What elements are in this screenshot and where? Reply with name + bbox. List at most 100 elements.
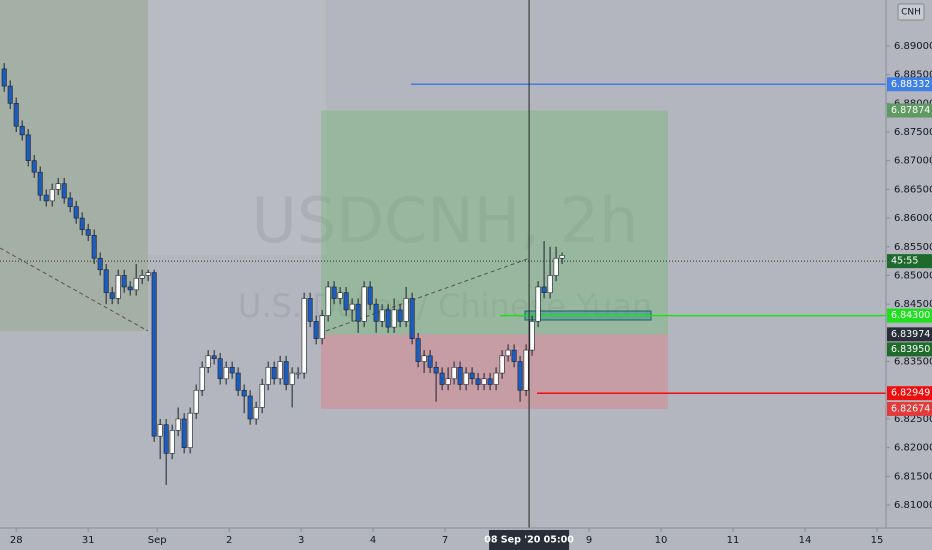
candle-body bbox=[529, 321, 535, 351]
candle-body bbox=[493, 372, 499, 385]
candle-body bbox=[541, 286, 547, 293]
candle-body bbox=[13, 103, 19, 127]
price-label: 6.87874 bbox=[891, 105, 930, 116]
candle-body bbox=[127, 286, 133, 291]
candle-body bbox=[85, 229, 91, 236]
candle-body bbox=[199, 367, 205, 391]
x-tick-label: 10 bbox=[655, 535, 668, 546]
candle-body bbox=[73, 206, 79, 219]
candle-body bbox=[301, 298, 307, 374]
price-label-box bbox=[887, 401, 932, 416]
y-tick-label: 6.81500 bbox=[894, 471, 932, 482]
candle-body bbox=[235, 372, 241, 391]
candle-body bbox=[313, 321, 319, 339]
candle-body bbox=[103, 269, 109, 293]
candle-body bbox=[439, 372, 445, 385]
price-label: 6.83974 bbox=[891, 329, 930, 340]
candle-body bbox=[475, 378, 481, 385]
candle-body bbox=[79, 217, 85, 230]
candle-body bbox=[559, 255, 565, 259]
x-tick-label: 28 bbox=[10, 535, 23, 546]
candle-body bbox=[205, 355, 211, 368]
candle-body bbox=[469, 372, 475, 380]
price-label: 45:55 bbox=[891, 256, 918, 267]
candle-body bbox=[337, 292, 343, 299]
crosshair-label: 08 Sep '20 05:00 bbox=[484, 535, 574, 546]
price-label: 6.82674 bbox=[891, 403, 930, 414]
candle-body bbox=[283, 361, 289, 385]
price-label-box bbox=[887, 342, 932, 357]
x-tick-label: 3 bbox=[298, 535, 304, 546]
candle-body bbox=[361, 286, 367, 322]
y-tick-label: 6.85000 bbox=[894, 270, 932, 281]
y-tick-label: 6.88500 bbox=[894, 70, 932, 81]
candle-body bbox=[511, 349, 517, 362]
candle-body bbox=[37, 171, 43, 196]
candle-body bbox=[187, 412, 193, 448]
candle-body bbox=[109, 292, 115, 299]
candle-body bbox=[157, 424, 163, 437]
candle-body bbox=[451, 367, 457, 380]
candle-body bbox=[535, 286, 541, 322]
candle-body bbox=[433, 367, 439, 374]
y-tick-label: 6.87500 bbox=[894, 127, 932, 138]
candle-body bbox=[523, 349, 529, 391]
x-tick-label: 7 bbox=[442, 535, 448, 546]
price-label-box bbox=[887, 386, 932, 401]
price-label-box bbox=[887, 308, 932, 323]
candle-body bbox=[145, 272, 151, 276]
candle-body bbox=[97, 257, 103, 271]
y-tick-label: 6.85500 bbox=[894, 242, 932, 253]
candle-body bbox=[295, 372, 301, 375]
candle-body bbox=[229, 367, 235, 374]
y-tick-label: 6.81000 bbox=[894, 500, 932, 511]
candle-body bbox=[349, 303, 355, 311]
candle-body bbox=[139, 275, 145, 279]
candle-body bbox=[421, 355, 427, 362]
candle-body bbox=[211, 355, 217, 359]
axes: 6.810006.815006.820006.825006.830006.835… bbox=[10, 41, 932, 550]
loss-zone bbox=[321, 334, 668, 409]
x-tick-label: 2 bbox=[226, 535, 232, 546]
candle-body bbox=[415, 338, 421, 362]
price-label-box bbox=[887, 254, 932, 269]
plot bbox=[0, 0, 886, 528]
price-label: 6.88332 bbox=[891, 79, 930, 90]
candle-body bbox=[259, 384, 265, 408]
candle-body bbox=[31, 160, 37, 173]
candle-body bbox=[289, 372, 295, 385]
symbol-badge: CNH bbox=[901, 8, 921, 18]
y-tick-label: 6.82000 bbox=[894, 443, 932, 454]
candle-body bbox=[427, 355, 433, 368]
candle-body bbox=[391, 309, 397, 328]
candle-body bbox=[241, 389, 247, 397]
trend-line bbox=[0, 247, 149, 332]
candle-body bbox=[181, 418, 187, 448]
candle-body bbox=[409, 298, 415, 339]
candle-body bbox=[271, 367, 277, 380]
candle-body bbox=[61, 183, 67, 199]
candle-body bbox=[505, 349, 511, 357]
candle-body bbox=[487, 378, 493, 385]
candle-body bbox=[403, 298, 409, 322]
y-tick-label: 6.83500 bbox=[894, 357, 932, 368]
candle-body bbox=[385, 309, 391, 328]
candle-body bbox=[91, 235, 97, 259]
candle-body bbox=[379, 309, 385, 322]
price-label-box bbox=[887, 327, 932, 342]
candle-body bbox=[151, 272, 157, 437]
candle-body bbox=[253, 407, 259, 420]
candle-body bbox=[319, 315, 325, 339]
candle-body bbox=[223, 367, 229, 380]
candle-body bbox=[397, 309, 403, 322]
y-tick-label: 6.82500 bbox=[894, 414, 932, 425]
candle-body bbox=[481, 378, 487, 385]
candle-body bbox=[343, 292, 349, 311]
candle-body bbox=[7, 85, 13, 104]
candle-body bbox=[217, 358, 223, 380]
candle-body bbox=[43, 194, 49, 202]
x-tick-label: 11 bbox=[727, 535, 740, 546]
candle-body bbox=[325, 286, 331, 316]
candle-body bbox=[193, 389, 199, 414]
